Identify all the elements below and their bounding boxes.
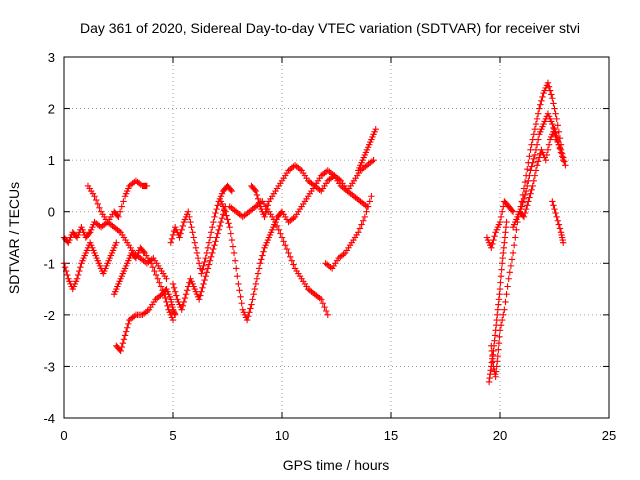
series-s6 <box>167 182 236 277</box>
point-markers <box>516 126 567 221</box>
series-s7 <box>169 203 229 313</box>
y-tick-label: -4 <box>43 411 55 426</box>
grid-layer <box>63 56 610 419</box>
series-s3 <box>84 182 170 282</box>
data-points <box>60 79 569 386</box>
series-s13 <box>355 126 379 174</box>
y-tick-label: 0 <box>48 205 55 220</box>
plot-frame <box>63 56 610 419</box>
x-axis-label: GPS time / hours <box>283 457 390 473</box>
point-markers <box>322 193 375 272</box>
y-tick-label: 1 <box>48 153 55 168</box>
point-markers <box>113 285 179 355</box>
point-markers <box>169 203 229 313</box>
point-markers <box>60 239 120 293</box>
y-axis-label: SDTVAR / TECUs <box>6 182 22 294</box>
series-s5 <box>110 244 177 324</box>
series-s17 <box>516 126 567 221</box>
point-markers <box>84 182 170 282</box>
point-markers <box>509 110 569 231</box>
series-s19 <box>549 198 567 246</box>
x-tick-label: 15 <box>384 428 398 443</box>
point-markers <box>549 198 567 246</box>
point-markers <box>355 126 379 174</box>
point-markers <box>248 162 371 221</box>
point-markers <box>278 156 377 226</box>
y-tick-label: -2 <box>43 308 55 323</box>
series-s4 <box>113 285 179 355</box>
series-s16 <box>509 110 569 231</box>
series-s18 <box>483 198 517 252</box>
series-s12 <box>322 193 375 272</box>
chart-title: Day 361 of 2020, Sidereal Day-to-day VTE… <box>80 20 580 36</box>
x-tick-label: 10 <box>275 428 289 443</box>
y-tick-label: -3 <box>43 359 55 374</box>
point-markers <box>483 198 517 252</box>
x-tick-label: 0 <box>60 428 67 443</box>
x-tick-labels: 0 5 10 15 20 25 <box>60 428 616 443</box>
x-tick-label: 20 <box>493 428 507 443</box>
x-tick-label: 25 <box>602 428 616 443</box>
series-s11 <box>278 156 377 226</box>
y-tick-label: 3 <box>48 50 55 65</box>
y-tick-labels: 3 2 1 0 -1 -2 -3 -4 <box>43 50 55 426</box>
series-s10 <box>248 162 371 221</box>
y-tick-label: 2 <box>48 102 55 117</box>
point-markers <box>110 244 177 324</box>
point-markers <box>226 198 331 319</box>
x-tick-label: 5 <box>169 428 176 443</box>
series-s9 <box>226 198 331 319</box>
series-s2 <box>60 239 120 293</box>
y-tick-label: -1 <box>43 256 55 271</box>
point-markers <box>167 182 236 277</box>
